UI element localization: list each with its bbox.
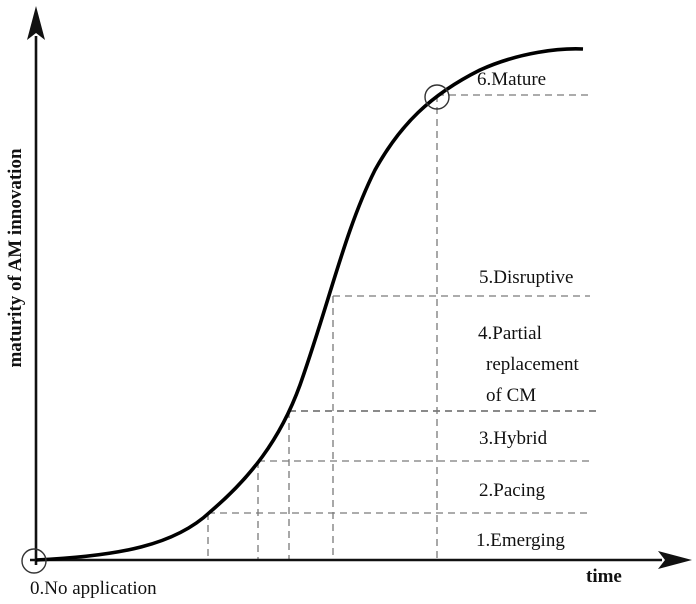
adoption-s-curve — [35, 47, 584, 562]
mature-marker — [424, 84, 450, 110]
stage-label-partial-line3: of CM — [486, 385, 536, 406]
vertical-guides — [207, 95, 438, 560]
stage-label-no-application: 0.No application — [30, 578, 157, 599]
stage-label-disruptive: 5.Disruptive — [479, 267, 573, 288]
origin-marker — [21, 548, 47, 574]
horizontal-guides — [208, 94, 596, 514]
x-axis-arrowhead — [658, 551, 692, 569]
stage-label-emerging: 1.Emerging — [476, 530, 565, 551]
y-axis-title: maturity of AM innovation — [5, 148, 26, 367]
stage-label-hybrid: 3.Hybrid — [479, 428, 548, 449]
x-axis-title: time — [586, 566, 622, 587]
stage-label-pacing: 2.Pacing — [479, 480, 545, 501]
y-axis-arrowhead — [27, 6, 45, 40]
stage-label-partial-line2: replacement — [486, 354, 580, 375]
stage-label-partial: 4.Partial — [478, 323, 542, 344]
stage-label-mature: 6.Mature — [477, 69, 546, 90]
